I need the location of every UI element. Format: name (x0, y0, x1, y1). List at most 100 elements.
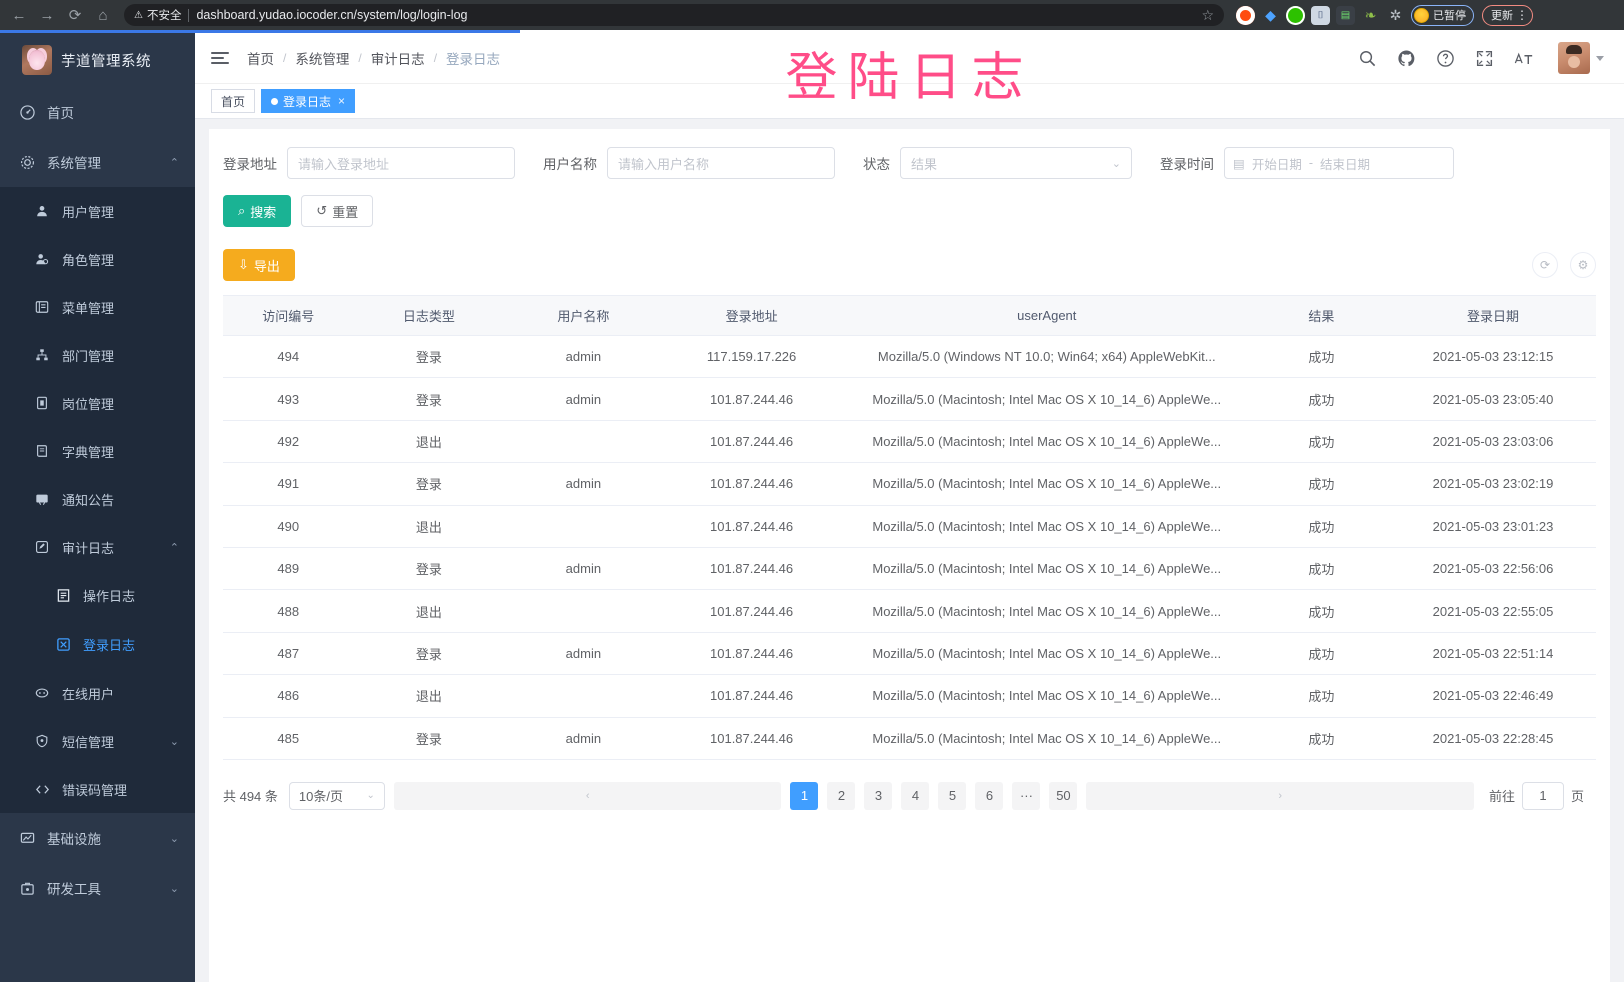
sidebar-item-error-code[interactable]: 错误码管理 (0, 765, 195, 813)
breadcrumb-item-audit[interactable]: 审计日志 (370, 52, 425, 67)
reload-icon[interactable]: ⟳ (68, 7, 82, 24)
chevron-up-icon[interactable]: ⌃ (169, 541, 179, 554)
page-button-5[interactable]: 5 (938, 781, 967, 810)
sidebar-item-role-mgmt[interactable]: 角色管理 (0, 235, 195, 283)
kebab-menu-icon[interactable]: ⋮ (1516, 7, 1528, 22)
sidebar-item-sms-mgmt[interactable]: 短信管理 ⌄ (0, 717, 195, 765)
github-icon[interactable] (1397, 49, 1416, 68)
table-row[interactable]: 494 登录 admin 117.159.17.226 Mozilla/5.0 (Win… (223, 335, 1596, 379)
update-button[interactable]: 更新 ⋮ (1482, 4, 1533, 26)
column-settings-icon[interactable]: ⚙ (1570, 252, 1596, 278)
chevron-down-icon[interactable]: ⌄ (169, 832, 179, 845)
translate-icon[interactable]: ⌷ (1311, 5, 1330, 25)
page-button-2[interactable]: 2 (827, 781, 856, 810)
home-icon[interactable]: ⌂ (98, 6, 108, 24)
chevron-up-icon[interactable]: ⌃ (169, 156, 179, 169)
url-text: dashboard.yudao.iocoder.cn/system/log/lo… (196, 8, 468, 22)
sidebar-item-system[interactable]: 系统管理 ⌃ (0, 137, 195, 187)
opera-icon[interactable] (1236, 5, 1255, 25)
puzzle-icon[interactable]: ✲ (1389, 6, 1402, 23)
help-icon[interactable] (1436, 49, 1455, 68)
sidebar-item-dict-mgmt[interactable]: 字典管理 (0, 427, 195, 475)
sidebar-item-audit-log[interactable]: 审计日志 ⌃ (0, 523, 195, 571)
login-addr-input[interactable]: 请输入登录地址 (287, 147, 515, 179)
sidebar-item-label: 角色管理 (62, 252, 115, 268)
reset-button[interactable]: ↺ 重置 (301, 195, 374, 227)
back-icon[interactable]: ← (11, 6, 27, 24)
breadcrumb-separator: / (283, 51, 287, 65)
leaf-icon[interactable]: ❧ (1364, 6, 1377, 23)
sidebar-toggle-icon[interactable] (211, 52, 229, 64)
export-button[interactable]: ⇩ 导出 (223, 249, 295, 281)
cell-addr: 101.87.244.46 (662, 420, 841, 464)
next-page-button[interactable]: › (1086, 781, 1474, 810)
status-select[interactable]: 结果 ⌄ (900, 147, 1132, 179)
chevron-down-icon[interactable] (1596, 55, 1604, 61)
avatar-menu[interactable] (1558, 42, 1604, 74)
address-bar[interactable]: ⚠ 不安全 dashboard.yudao.iocoder.cn/system/… (124, 4, 1224, 26)
document-icon (55, 588, 71, 603)
search-icon[interactable] (1358, 49, 1377, 68)
table-row[interactable]: 486 退出 101.87.244.46 Mozilla/5.0 (Macintosh… (223, 674, 1596, 718)
table-row[interactable]: 487 登录 admin 101.87.244.46 Mozilla/5.0 (Maci… (223, 632, 1596, 676)
page-size-value: 10条/页 (298, 789, 343, 805)
table-row[interactable]: 488 退出 101.87.244.46 Mozilla/5.0 (Macintosh… (223, 589, 1596, 633)
cell-ua: Mozilla/5.0 (Macintosh; Intel Mac OS X 1… (840, 505, 1253, 548)
table-row[interactable]: 493 登录 admin 101.87.244.46 Mozilla/5.0 (Maci… (223, 377, 1596, 421)
jump-page-input[interactable]: 1 (1521, 781, 1564, 810)
date-range-picker[interactable]: ▤ 开始日期 - 结束日期 (1224, 147, 1454, 179)
table-row[interactable]: 490 退出 101.87.244.46 Mozilla/5.0 (Macintosh… (223, 505, 1596, 548)
sidebar-item-label: 错误码管理 (62, 782, 128, 798)
sidebar-item-online-user[interactable]: 在线用户 (0, 669, 195, 717)
close-icon[interactable]: × (338, 94, 346, 108)
page-button-1[interactable]: 1 (790, 781, 819, 810)
page-button-6[interactable]: 6 (975, 781, 1004, 810)
username-input[interactable]: 请输入用户名称 (607, 147, 835, 179)
font-size-icon[interactable] (1514, 49, 1534, 68)
breadcrumb-item-system[interactable]: 系统管理 (295, 52, 350, 67)
page-ellipsis[interactable]: ··· (1012, 781, 1041, 810)
page-button-3[interactable]: 3 (864, 781, 893, 810)
breadcrumb-item-home[interactable]: 首页 (247, 52, 274, 67)
cell-addr: 101.87.244.46 (662, 377, 841, 421)
chevron-down-icon[interactable]: ⌄ (169, 882, 179, 895)
tab-home[interactable]: 首页 (211, 89, 256, 113)
sidebar-item-operation-log[interactable]: 操作日志 (0, 571, 195, 620)
prev-page-button[interactable]: ‹ (393, 781, 782, 810)
sidebar-item-menu-mgmt[interactable]: 菜单管理 (0, 283, 195, 331)
sidebar-logo[interactable]: 芋道管理系统 (0, 33, 195, 87)
chevron-down-icon[interactable]: ⌄ (169, 735, 179, 748)
tab-login-log[interactable]: 登录日志 × (261, 89, 356, 113)
bookmark-star-icon[interactable]: ☆ (1201, 6, 1214, 23)
sidebar-item-dept-mgmt[interactable]: 部门管理 (0, 331, 195, 379)
refresh-icon[interactable]: ⟳ (1532, 252, 1558, 278)
list-icon[interactable]: ▤ (1336, 5, 1355, 25)
page-button-4[interactable]: 4 (901, 781, 930, 810)
forward-icon[interactable]: → (39, 6, 55, 24)
table-row[interactable]: 492 退出 101.87.244.46 Mozilla/5.0 (Macintosh… (223, 420, 1596, 464)
search-button[interactable]: ⌕ 搜索 (223, 195, 292, 227)
sidebar-item-post-mgmt[interactable]: 岗位管理 (0, 379, 195, 427)
sidebar-item-infrastructure[interactable]: 基础设施 ⌄ (0, 813, 195, 863)
search-button-label: 搜索 (250, 204, 277, 220)
sidebar-item-user-mgmt[interactable]: 用户管理 (0, 187, 195, 235)
column-header-id: 访问编号 (223, 295, 354, 336)
diamond-icon[interactable]: ◆ (1265, 6, 1276, 23)
wechat-icon[interactable] (1286, 5, 1305, 25)
cell-ua: Mozilla/5.0 (Macintosh; Intel Mac OS X 1… (840, 717, 1253, 760)
page-button-50[interactable]: 50 (1049, 781, 1078, 810)
fullscreen-icon[interactable] (1475, 49, 1494, 68)
table-row[interactable]: 489 登录 admin 101.87.244.46 Mozilla/5.0 (Maci… (223, 547, 1596, 591)
column-header-ua: userAgent (840, 295, 1253, 336)
sidebar-item-dev-tools[interactable]: 研发工具 ⌄ (0, 863, 195, 913)
page-size-select[interactable]: 10条/页 ⌄ (288, 781, 385, 810)
content-area: 登录地址 请输入登录地址 用户名称 请输入用户名称 状态 结果 ⌄ 登录时间 (195, 119, 1624, 982)
table-row[interactable]: 485 登录 admin 101.87.244.46 Mozilla/5.0 (Maci… (223, 717, 1596, 760)
sidebar-item-login-log[interactable]: 登录日志 (0, 620, 195, 669)
sidebar-item-notice[interactable]: 通知公告 (0, 475, 195, 523)
sidebar-item-home[interactable]: 首页 (0, 87, 195, 137)
table-row[interactable]: 491 登录 admin 101.87.244.46 Mozilla/5.0 (Maci… (223, 462, 1596, 506)
column-header-addr: 登录地址 (662, 295, 841, 336)
paused-badge[interactable]: 已暂停 (1411, 4, 1474, 26)
cell-ua: Mozilla/5.0 (Macintosh; Intel Mac OS X 1… (840, 377, 1253, 421)
